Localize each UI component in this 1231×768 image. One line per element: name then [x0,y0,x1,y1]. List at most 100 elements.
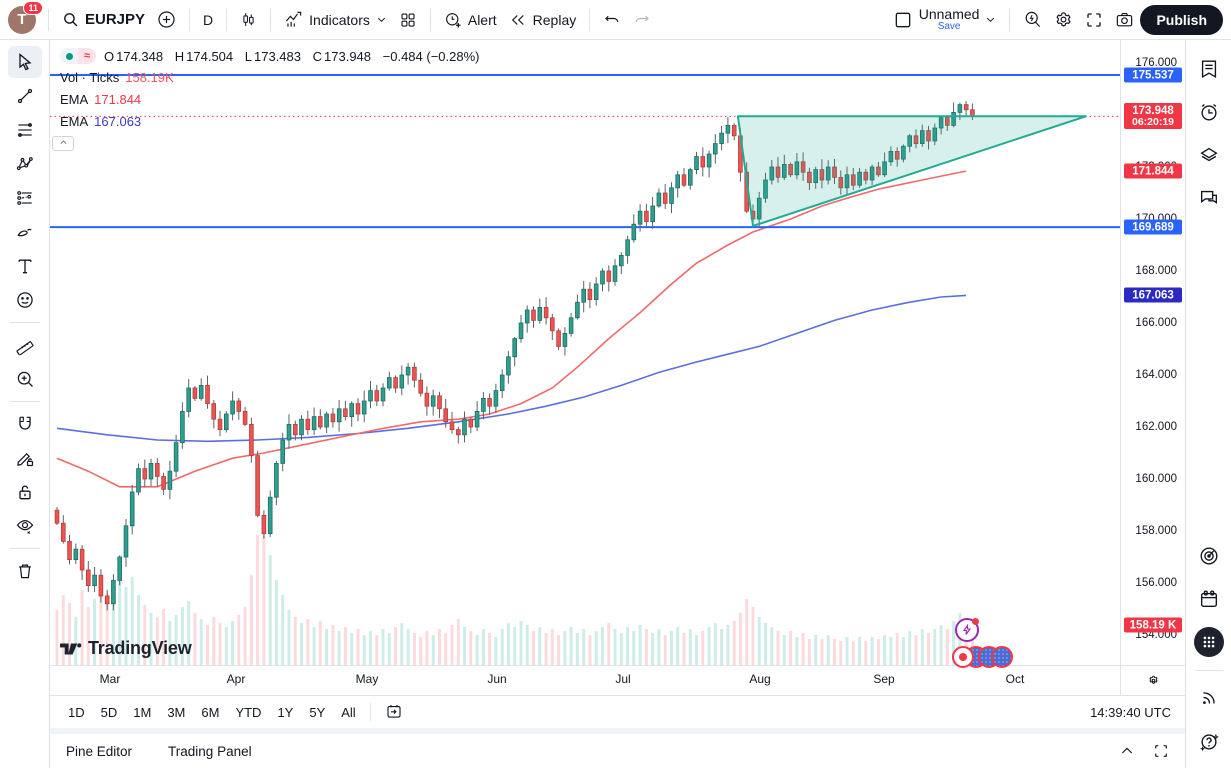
volume-bar [369,631,372,665]
watermark-text: TradingView [88,638,192,658]
layout-name-button[interactable]: Unnamed Save [919,7,980,32]
measure-tool-button[interactable] [8,329,42,361]
timezone-clock[interactable]: 14:39:40 UTC [1090,704,1171,720]
fib-retracement-tool-button[interactable] [8,114,42,146]
cursor-tool-button[interactable] [7,46,42,78]
maximize-panel-icon[interactable] [1153,743,1169,759]
publish-button[interactable]: Publish [1140,4,1223,35]
volume-bar [149,613,153,665]
price-axis-settings-button[interactable] [1120,666,1185,695]
magnet-mode-button[interactable] [8,408,42,440]
go-to-date-button[interactable] [377,698,411,727]
data-status-chip[interactable]: ≈ [60,48,96,64]
candle-body [957,104,963,113]
volume-bar [582,629,586,665]
chat-button[interactable] [1192,181,1226,215]
candle-body [512,338,517,358]
volume-bar [406,629,410,665]
ema-red-line [56,170,967,488]
text-tool-button[interactable] [8,250,42,282]
ema-legend-row-2[interactable]: EMA 167.063 [60,110,488,132]
range-button-1m[interactable]: 1M [125,701,159,724]
time-axis-labels[interactable]: Mar Apr May Jun Jul Aug Sep Oct [50,666,1120,695]
time-axis[interactable]: Mar Apr May Jun Jul Aug Sep Oct [50,665,1185,695]
pine-editor-tab[interactable]: Pine Editor [66,743,133,759]
volume-bar [632,631,636,665]
apps-button[interactable] [1192,625,1226,659]
volume-bar [237,615,241,665]
indicators-templates-chevron[interactable] [376,10,393,29]
watchlist-button[interactable] [1192,52,1226,86]
trading-panel-tab[interactable]: Trading Panel [168,743,252,759]
time-axis-month-label: May [355,672,379,686]
volume-legend-row[interactable]: Vol · Ticks 158.19K [60,66,488,88]
candle-body [286,423,292,441]
right-sidebar [1185,40,1231,768]
compare-add-button[interactable] [151,6,182,33]
candlestick-chart[interactable] [50,40,1120,665]
alert-button[interactable]: Alert [438,7,503,33]
candle-body [575,301,580,319]
candle-body [443,408,448,423]
zoom-in-icon [15,369,35,389]
range-button-ytd[interactable]: YTD [227,701,269,724]
market-buzz-button[interactable] [955,618,979,642]
range-button-6m[interactable]: 6M [193,701,227,724]
zoom-in-tool-button[interactable] [8,363,42,395]
hide-drawings-button[interactable] [8,510,42,542]
range-button-5d[interactable]: 5D [93,701,126,724]
brush-tool-button[interactable] [8,216,42,248]
chevron-up-icon [59,138,68,149]
price-axis-label: 168.000 [1135,265,1177,277]
save-label: Save [937,20,961,32]
candle-body [361,400,367,415]
chart-pane[interactable]: ≈ O 174.348 H 174.504 L 173.483 C 173.948 −0… [50,40,1185,668]
redo-icon [633,11,651,29]
emoji-tool-button[interactable] [8,284,42,316]
drawing-mode-button[interactable] [8,442,42,474]
volume-bar [607,623,611,665]
redo-button[interactable] [627,7,657,33]
layout-menu-chevron[interactable] [979,10,1002,29]
expand-panel-chevron-icon[interactable] [1119,743,1135,759]
volume-bar [268,555,272,665]
range-button-3m[interactable]: 3M [159,701,193,724]
forecast-tool-button[interactable] [8,182,42,214]
calendar-button[interactable] [1192,582,1226,616]
pattern-tool-button[interactable] [8,148,42,180]
undo-button[interactable] [597,7,627,33]
divider [1009,8,1011,31]
time-axis-month-label: Mar [99,672,121,686]
grid-layout-templates-button[interactable] [393,7,423,33]
symbol-search-button[interactable]: EURJPY [56,7,151,32]
layout-select-button[interactable] [887,6,919,34]
range-button-5y[interactable]: 5Y [301,701,333,724]
legend-collapse-button[interactable] [52,136,74,151]
object-tree-button[interactable] [1192,138,1226,172]
minds-widget[interactable] [952,646,1013,668]
lock-drawings-button[interactable] [8,476,42,508]
volume-value: 158.19K [125,69,174,85]
trend-line-tool-button[interactable] [8,80,42,112]
chart-style-button[interactable] [234,7,263,32]
range-button-1d[interactable]: 1D [60,701,93,724]
screener-button[interactable] [1192,539,1226,573]
range-button-1y[interactable]: 1Y [269,701,301,724]
user-avatar[interactable]: T 11 [8,0,43,34]
chart-settings-button[interactable] [1048,6,1079,33]
fullscreen-button[interactable] [1079,7,1109,33]
snapshot-button[interactable] [1109,6,1140,33]
quick-search-button[interactable] [1017,6,1048,33]
alerts-button[interactable] [1192,95,1226,129]
candle-body [79,548,85,571]
help-button[interactable] [1192,724,1226,758]
interval-button[interactable]: D [197,8,219,32]
range-button-all[interactable]: All [333,701,363,724]
volume-bar [764,623,767,665]
replay-button[interactable]: Replay [503,7,583,33]
ema-legend-row-1[interactable]: EMA 171.844 [60,88,488,110]
remove-drawings-button[interactable] [8,555,42,587]
price-axis[interactable]: 176.000172.000170.000168.000166.000164.0… [1120,40,1185,665]
streams-button[interactable] [1192,681,1226,715]
indicators-button[interactable]: Indicators [278,6,376,33]
